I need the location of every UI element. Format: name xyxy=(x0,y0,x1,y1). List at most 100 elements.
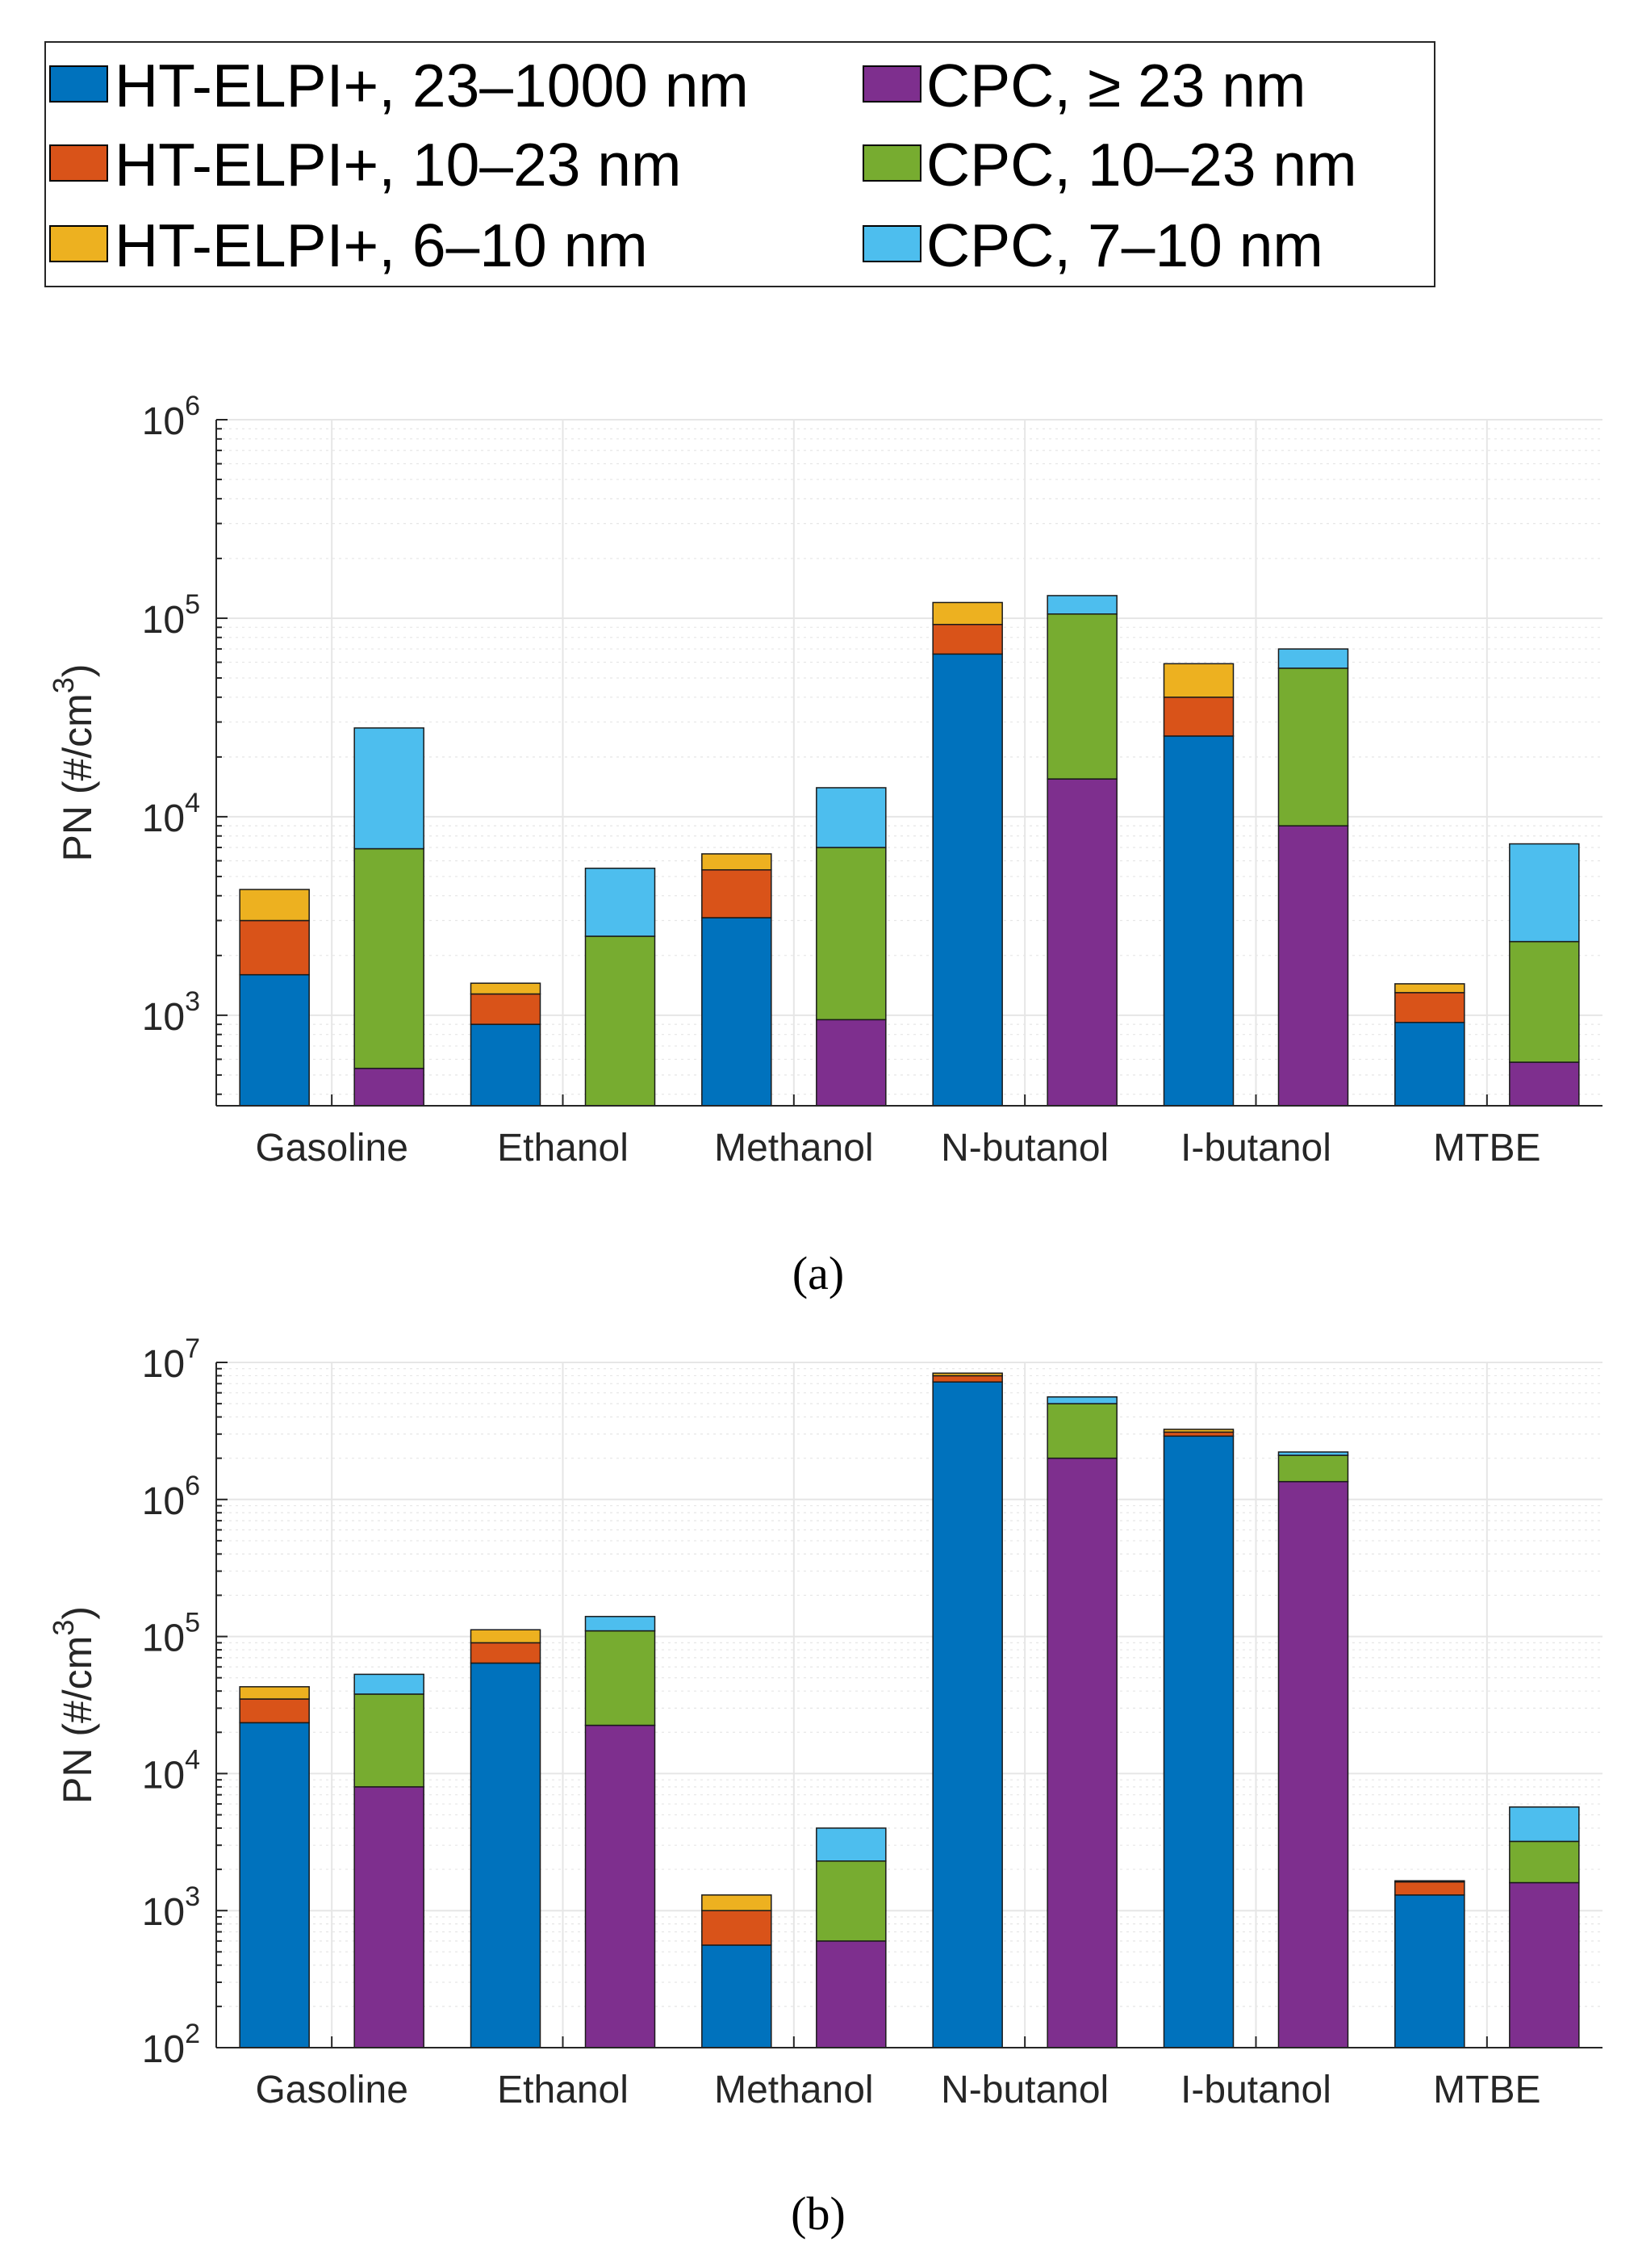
chart-a-bar-cpc-mtbe-cpc-ge23-segment xyxy=(1509,1061,1580,1107)
chart-b-bar-cpc-n-butanol-cpc-ge23-segment xyxy=(1047,1457,1118,2048)
chart-a-bar-elpi-gasoline-elpi-23-1000-segment xyxy=(239,973,310,1107)
chart-b-bar-cpc-gasoline-cpc-10-23-segment xyxy=(353,1693,424,1788)
legend-label-cpc-7-10: CPC, 7–10 nm xyxy=(926,211,1323,279)
chart-a-y-tick-label: 104 xyxy=(142,788,200,840)
chart-b-bar-cpc-i-butanol-cpc-10-23-segment xyxy=(1277,1454,1349,1483)
chart-b-category-label: Methanol xyxy=(714,2069,873,2111)
chart-a-bar-elpi-ethanol-elpi-10-23-segment xyxy=(470,993,541,1025)
chart-b-category-label: Gasoline xyxy=(255,2069,407,2111)
panel-label-b: (b) xyxy=(791,2187,846,2240)
chart-a-bar-cpc-n-butanol-cpc-7-10-segment xyxy=(1047,595,1118,615)
chart-b-y-tick-label: 107 xyxy=(142,1333,200,1386)
chart-b-bar-cpc-gasoline-cpc-ge23-segment xyxy=(353,1786,424,2048)
chart-a-bar-elpi-n-butanol-elpi-6-10-segment xyxy=(932,601,1003,626)
chart-a-bar-cpc-gasoline-cpc-ge23-segment xyxy=(353,1067,424,1107)
chart-b-category-label: Ethanol xyxy=(497,2069,629,2111)
chart-a-bar-elpi-methanol-elpi-6-10-segment xyxy=(701,853,772,871)
chart-a-category-label: Methanol xyxy=(714,1127,873,1170)
chart-a-bar-elpi-methanol-elpi-23-1000-segment xyxy=(701,917,772,1107)
chart-b-bar-cpc-n-butanol-cpc-10-23-segment xyxy=(1047,1403,1118,1459)
chart-a-bars xyxy=(239,595,1580,1107)
chart-b-bar-elpi-methanol-elpi-23-1000-segment xyxy=(701,1944,772,2048)
chart-a-bar-elpi-n-butanol-elpi-10-23-segment xyxy=(932,623,1003,655)
chart-a-bar-elpi-gasoline-elpi-6-10-segment xyxy=(239,889,310,922)
chart-b-bars xyxy=(239,1372,1580,2048)
chart-a-grid xyxy=(216,419,1602,1106)
chart-a-category-label: Ethanol xyxy=(497,1127,629,1170)
chart-a-bar-cpc-methanol-cpc-ge23-segment xyxy=(816,1019,887,1107)
chart-b-bar-elpi-ethanol-elpi-6-10-segment xyxy=(470,1629,541,1644)
legend-label-elpi-23-1000: HT-ELPI+, 23–1000 nm xyxy=(115,52,749,119)
chart-a-bar-cpc-gasoline-cpc-10-23-segment xyxy=(353,847,424,1069)
chart-a-category-label: MTBE xyxy=(1433,1127,1540,1170)
chart-a-y-axis-title: PN (#/cm3) xyxy=(47,663,100,861)
chart-b-bar-cpc-methanol-cpc-10-23-segment xyxy=(816,1860,887,1942)
chart-b-category-label: I-butanol xyxy=(1180,2069,1331,2111)
chart-b-bar-cpc-i-butanol-cpc-7-10-segment xyxy=(1277,1451,1349,1456)
chart-b-bar-cpc-mtbe-cpc-7-10-segment xyxy=(1509,1806,1580,1843)
chart-a-bar-cpc-n-butanol-cpc-10-23-segment xyxy=(1047,613,1118,780)
chart-a-bar-elpi-methanol-elpi-10-23-segment xyxy=(701,868,772,918)
legend-box xyxy=(44,41,1435,287)
chart-b-bar-elpi-n-butanol-elpi-10-23-segment xyxy=(932,1375,1003,1383)
chart-b-bar-elpi-ethanol-elpi-10-23-segment xyxy=(470,1642,541,1664)
legend-swatch-cpc-7-10 xyxy=(863,225,921,262)
chart-b-y-tick-label: 103 xyxy=(142,1881,200,1934)
chart-a-bar-elpi-i-butanol-elpi-23-1000-segment xyxy=(1163,735,1235,1107)
chart-b-bar-elpi-i-butanol-elpi-6-10-segment xyxy=(1163,1429,1235,1433)
chart-b-bar-cpc-ethanol-cpc-10-23-segment xyxy=(584,1630,656,1726)
chart-b-bar-elpi-gasoline-elpi-6-10-segment xyxy=(239,1686,310,1700)
chart-a-bar-cpc-ethanol-cpc-7-10-segment xyxy=(584,868,656,937)
chart-a-bar-cpc-mtbe-cpc-7-10-segment xyxy=(1509,843,1580,943)
chart-b-bar-elpi-i-butanol-elpi-23-1000-segment xyxy=(1163,1435,1235,2048)
chart-a-bar-elpi-mtbe-elpi-10-23-segment xyxy=(1394,992,1465,1023)
chart-b-bar-elpi-mtbe-elpi-23-1000-segment xyxy=(1394,1894,1465,2048)
panel-label-a: (a) xyxy=(792,1247,844,1299)
chart-a-bar-cpc-methanol-cpc-7-10-segment xyxy=(816,787,887,848)
chart-b-bar-cpc-methanol-cpc-ge23-segment xyxy=(816,1940,887,2048)
chart-b-grid xyxy=(216,1362,1602,2048)
chart-a-bar-cpc-gasoline-cpc-7-10-segment xyxy=(353,727,424,850)
chart-b: 102 103 104 105 106 107 Gasoline Ethanol Methano… xyxy=(47,1333,1602,2111)
chart-a-category-label: N-butanol xyxy=(941,1127,1109,1170)
legend: HT-ELPI+, 23–1000 nm HT-ELPI+, 10–23 nm … xyxy=(44,41,1435,287)
chart-b-bar-cpc-mtbe-cpc-ge23-segment xyxy=(1509,1881,1580,2048)
chart-b-bar-elpi-mtbe-elpi-10-23-segment xyxy=(1394,1881,1465,1896)
chart-b-bar-cpc-ethanol-cpc-7-10-segment xyxy=(584,1616,656,1632)
legend-swatch-cpc-10-23 xyxy=(863,144,921,182)
chart-b-category-label: MTBE xyxy=(1433,2069,1540,2111)
chart-a-bar-elpi-mtbe-elpi-6-10-segment xyxy=(1394,983,1465,994)
chart-a-y-tick-label: 103 xyxy=(142,986,200,1039)
chart-a-bar-cpc-ethanol-cpc-10-23-segment xyxy=(584,935,656,1107)
chart-b-bar-elpi-methanol-elpi-10-23-segment xyxy=(701,1910,772,1946)
chart-a-y-tick-label: 106 xyxy=(142,391,200,443)
chart-b-bar-elpi-gasoline-elpi-23-1000-segment xyxy=(239,1722,310,2048)
chart-b-bar-elpi-gasoline-elpi-10-23-segment xyxy=(239,1698,310,1724)
legend-label-elpi-10-23: HT-ELPI+, 10–23 nm xyxy=(115,131,681,199)
chart-a-bar-cpc-i-butanol-cpc-10-23-segment xyxy=(1277,667,1349,826)
chart-a-bar-cpc-mtbe-cpc-10-23-segment xyxy=(1509,940,1580,1063)
chart-a-category-label: I-butanol xyxy=(1180,1127,1331,1170)
chart-a-bar-cpc-methanol-cpc-10-23-segment xyxy=(816,847,887,1021)
chart-a-bar-elpi-ethanol-elpi-23-1000-segment xyxy=(470,1023,541,1107)
legend-swatch-elpi-23-1000 xyxy=(49,65,108,103)
legend-swatch-elpi-10-23 xyxy=(49,144,108,182)
chart-a-category-label: Gasoline xyxy=(255,1127,407,1170)
chart-a: 103 104 105 106 Gasoline Ethanol Methanol N-but… xyxy=(47,391,1602,1170)
chart-a-bar-elpi-n-butanol-elpi-23-1000-segment xyxy=(932,653,1003,1107)
chart-a-bar-elpi-ethanol-elpi-6-10-segment xyxy=(470,982,541,995)
chart-b-category-label: N-butanol xyxy=(941,2069,1109,2111)
chart-b-bar-cpc-ethanol-cpc-ge23-segment xyxy=(584,1724,656,2048)
chart-b-y-tick-label: 105 xyxy=(142,1608,200,1660)
chart-a-bar-elpi-i-butanol-elpi-6-10-segment xyxy=(1163,663,1235,698)
chart-b-bar-cpc-n-butanol-cpc-7-10-segment xyxy=(1047,1396,1118,1404)
chart-b-y-tick-label: 106 xyxy=(142,1471,200,1523)
chart-a-bar-cpc-n-butanol-cpc-ge23-segment xyxy=(1047,778,1118,1107)
chart-a-y-tick-label: 105 xyxy=(142,589,200,642)
chart-b-y-tick-label: 104 xyxy=(142,1744,200,1797)
chart-a-bar-elpi-gasoline-elpi-10-23-segment xyxy=(239,919,310,976)
chart-b-bar-elpi-n-butanol-elpi-23-1000-segment xyxy=(932,1381,1003,2048)
chart-a-bar-cpc-i-butanol-cpc-ge23-segment xyxy=(1277,825,1349,1107)
chart-b-y-tick-label: 102 xyxy=(142,2019,200,2071)
